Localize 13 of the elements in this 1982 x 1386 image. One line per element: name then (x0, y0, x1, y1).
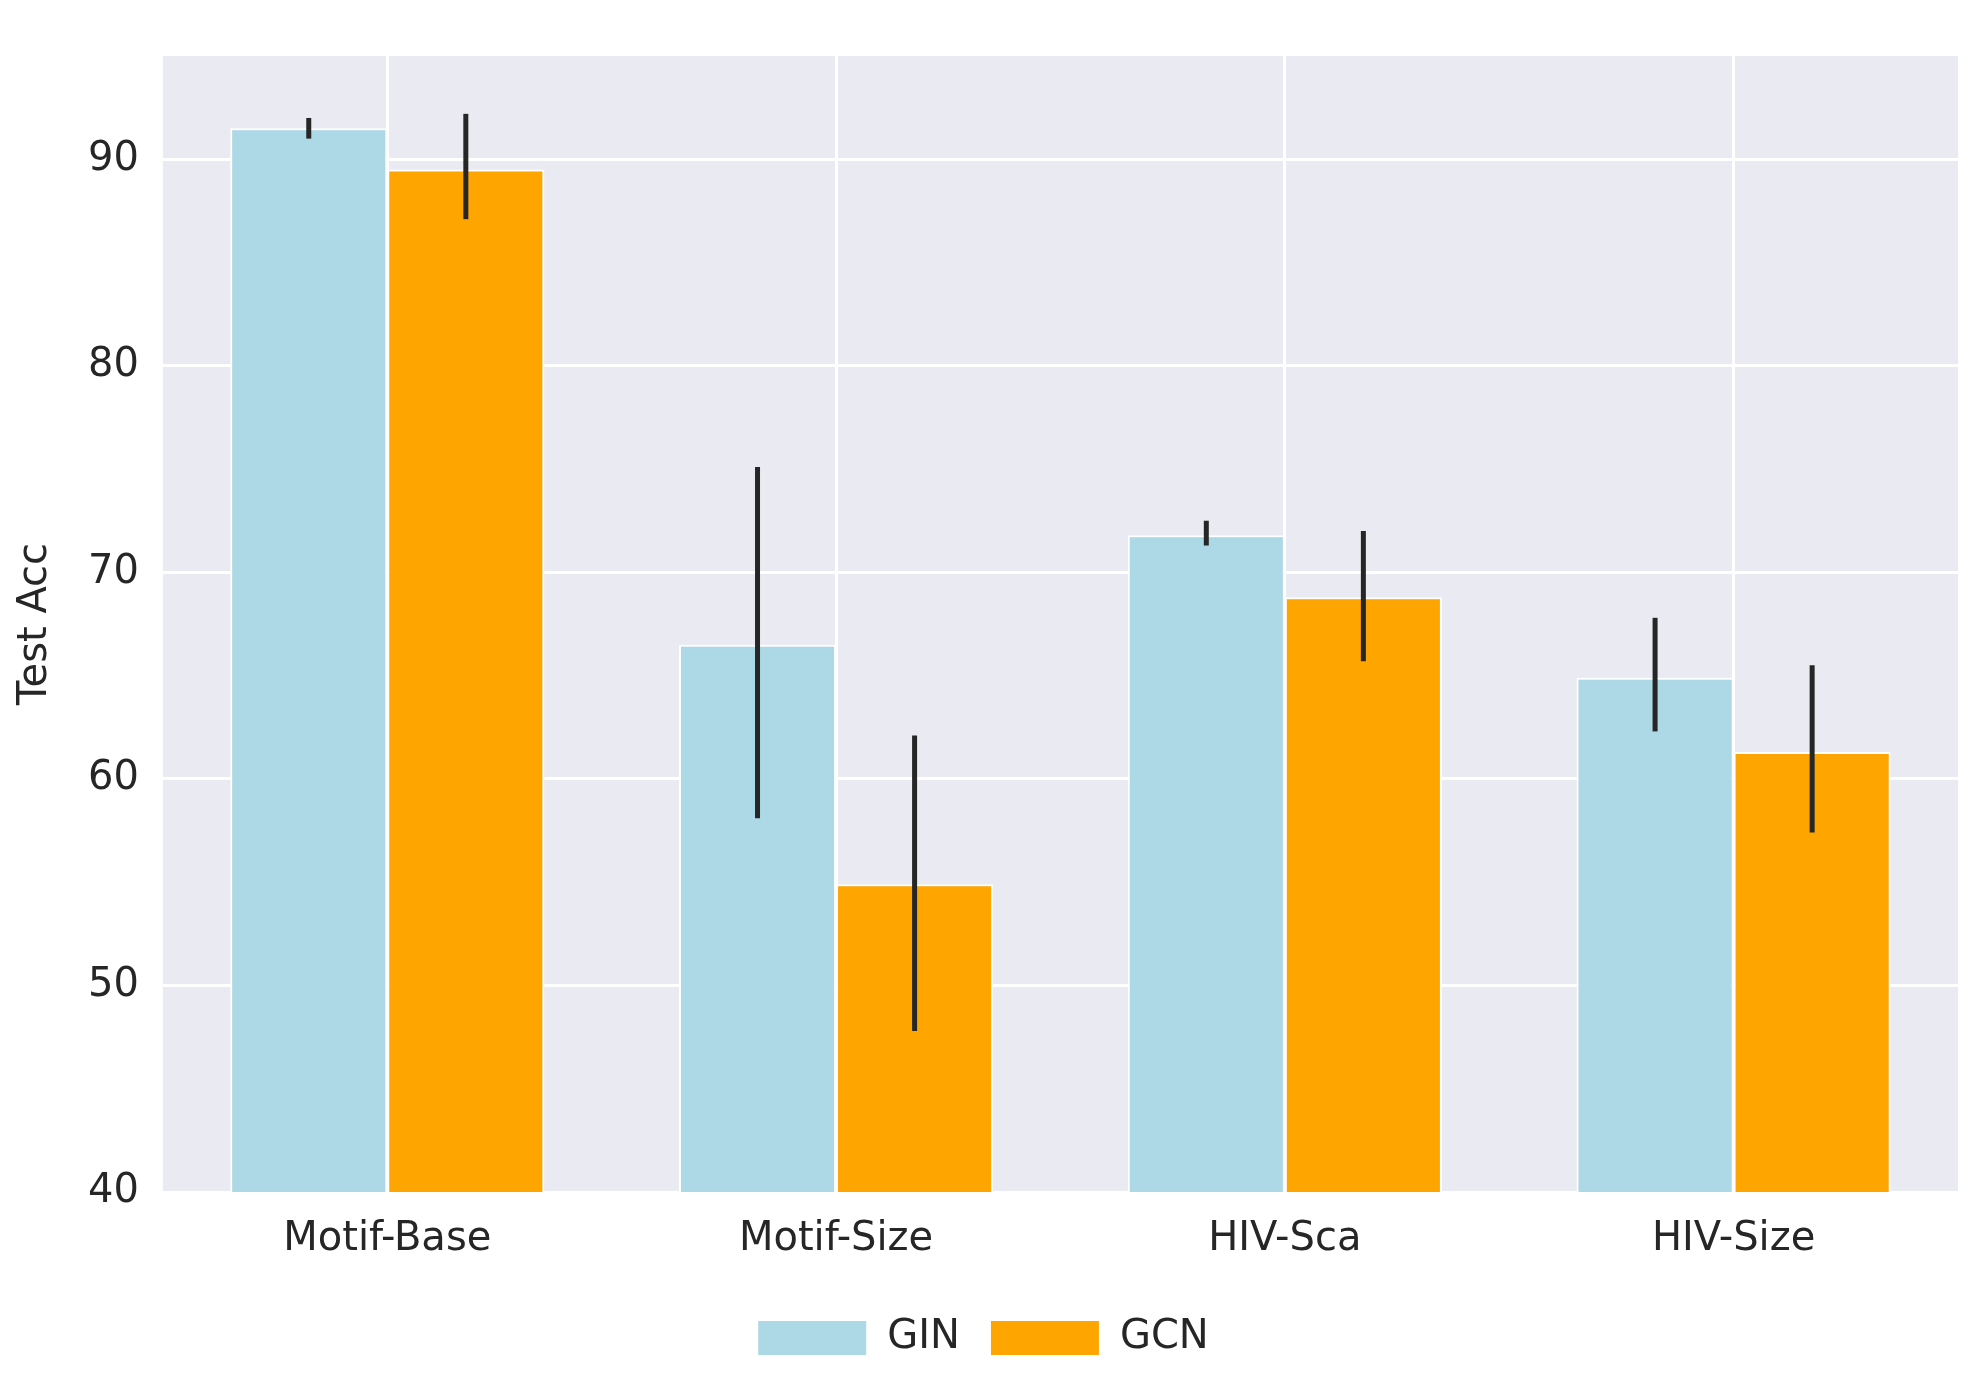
legend-label: GIN (887, 1311, 960, 1358)
x-tick-label: HIV-Sca (1208, 1213, 1362, 1260)
x-tick-label: Motif-Base (283, 1213, 492, 1260)
x-tick-label: HIV-Size (1651, 1213, 1816, 1260)
y-tick-label: 50 (87, 958, 139, 1005)
y-tick-label: 60 (87, 752, 139, 799)
y-tick-label: 40 (87, 1165, 139, 1212)
y-axis-title: Test Acc (9, 542, 56, 707)
legend-label: GCN (1119, 1311, 1209, 1358)
y-tick-label: 90 (87, 132, 139, 179)
y-tick-label: 80 (87, 339, 139, 386)
y-tick-label: 70 (87, 545, 139, 592)
x-tick-label: Motif-Size (738, 1213, 934, 1260)
